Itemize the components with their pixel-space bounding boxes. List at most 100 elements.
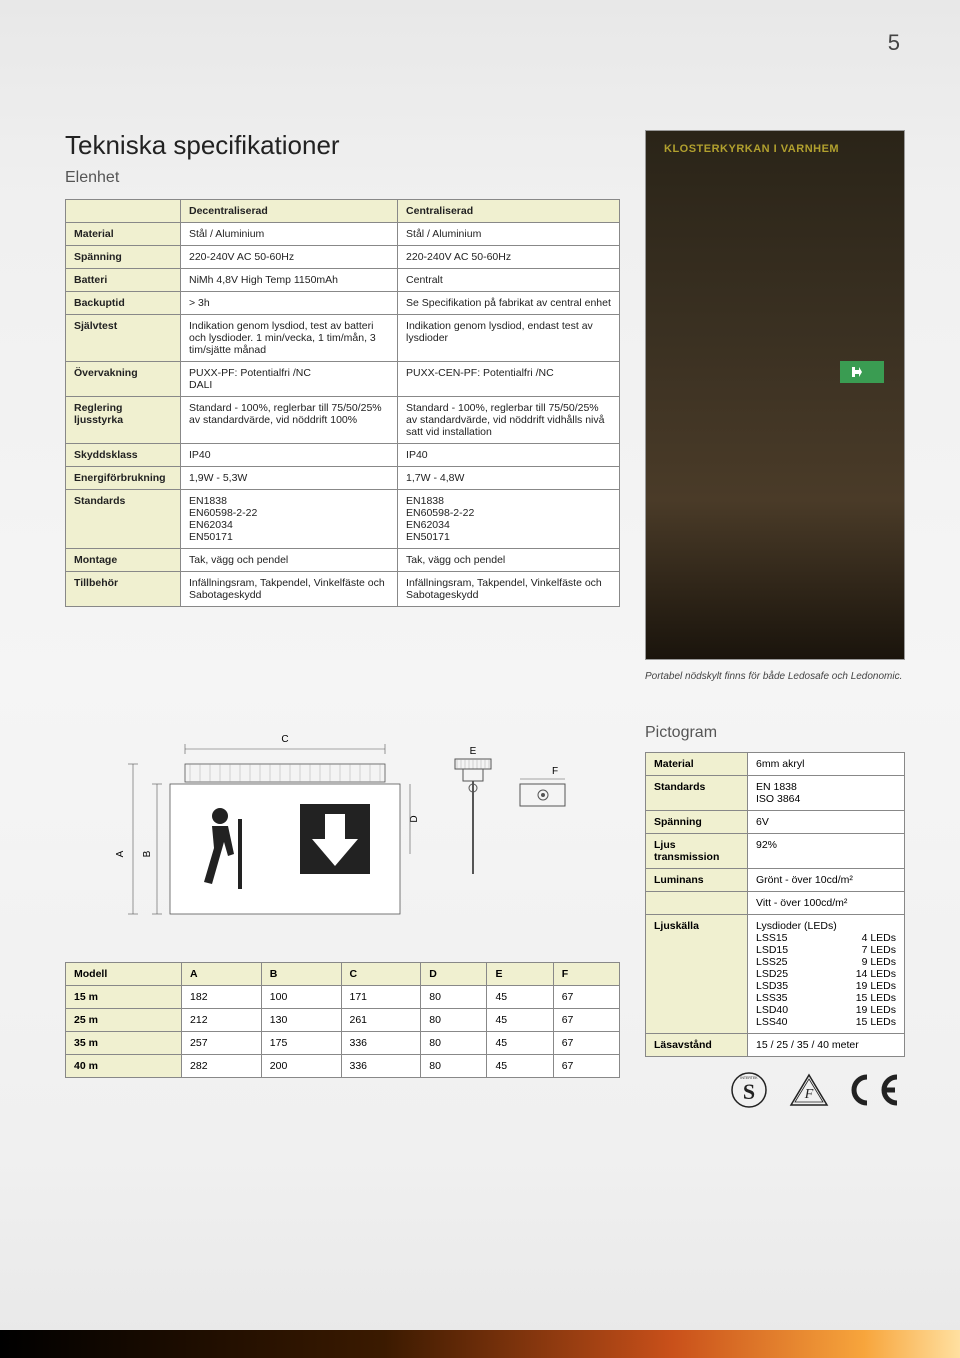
dims-header: F xyxy=(553,963,619,986)
spec-cell: IP40 xyxy=(398,444,620,467)
spec-cell: 1,9W - 5,3W xyxy=(181,467,398,490)
picto-row-label: Läsavstånd xyxy=(646,1034,748,1057)
dim-label-d: D xyxy=(409,815,420,822)
spec-cell: PUXX-CEN-PF: Potentialfri /NC xyxy=(398,362,620,397)
dims-header: Modell xyxy=(66,963,182,986)
picto-row-label: Standards xyxy=(646,776,748,811)
dims-cell: 67 xyxy=(553,986,619,1009)
dims-cell: 45 xyxy=(487,1055,553,1078)
dims-cell: 80 xyxy=(421,1009,487,1032)
spec-table: Decentraliserad Centraliserad MaterialSt… xyxy=(65,199,620,607)
dims-cell: 100 xyxy=(261,986,341,1009)
pictogram-table: Material6mm akrylStandardsEN 1838 ISO 38… xyxy=(645,752,905,1057)
f-triangle-icon: F xyxy=(785,1071,833,1109)
picto-row-label: Material xyxy=(646,753,748,776)
footer-gradient-bar xyxy=(0,1330,960,1358)
spec-cell: Se Specifikation på fabrikat av central … xyxy=(398,292,620,315)
spec-cell: Standard - 100%, reglerbar till 75/50/25… xyxy=(181,397,398,444)
dims-cell: 67 xyxy=(553,1032,619,1055)
dims-cell: 171 xyxy=(341,986,421,1009)
picto-cell: 15 / 25 / 35 / 40 meter xyxy=(748,1034,905,1057)
spec-header-blank xyxy=(66,200,181,223)
dims-cell: 40 m xyxy=(66,1055,182,1078)
photo-caption: Portabel nödskylt finns för både Ledosaf… xyxy=(645,670,905,684)
spec-cell: IP40 xyxy=(181,444,398,467)
spec-row-label: Material xyxy=(66,223,181,246)
picto-row-label: Luminans xyxy=(646,869,748,892)
photo-overlay-text: KLOSTERKYRKAN I VARNHEM xyxy=(664,143,839,155)
dims-cell: 67 xyxy=(553,1009,619,1032)
spec-cell: Infällningsram, Takpendel, Vinkelfäste o… xyxy=(181,572,398,607)
dims-cell: 80 xyxy=(421,1055,487,1078)
spec-row-label: Energiförbrukning xyxy=(66,467,181,490)
picto-cell: 6V xyxy=(748,811,905,834)
svg-text:S: S xyxy=(743,1079,755,1104)
spec-row-label: Standards xyxy=(66,490,181,549)
picto-cell: Grönt - över 10cd/m² xyxy=(748,869,905,892)
dims-cell: 257 xyxy=(182,1032,262,1055)
dims-cell: 336 xyxy=(341,1032,421,1055)
dims-cell: 261 xyxy=(341,1009,421,1032)
spec-row-label: Tillbehör xyxy=(66,572,181,607)
dims-header: C xyxy=(341,963,421,986)
dimensions-table: ModellABCDEF 15 m18210017180456725 m2121… xyxy=(65,962,620,1078)
picto-cell: Vitt - över 100cd/m² xyxy=(748,892,905,915)
dims-header: E xyxy=(487,963,553,986)
spec-row-label: Självtest xyxy=(66,315,181,362)
spec-cell: > 3h xyxy=(181,292,398,315)
spec-row-label: Skyddsklass xyxy=(66,444,181,467)
spec-cell: Infällningsram, Takpendel, Vinkelfäste o… xyxy=(398,572,620,607)
klosterkyrkan-photo: KLOSTERKYRKAN I VARNHEM xyxy=(645,130,905,660)
dims-cell: 25 m xyxy=(66,1009,182,1032)
dim-label-a: A xyxy=(115,850,126,857)
page-number: 5 xyxy=(888,30,900,56)
dims-cell: 282 xyxy=(182,1055,262,1078)
dims-cell: 35 m xyxy=(66,1032,182,1055)
page-title: Tekniska specifikationer xyxy=(65,130,620,161)
spec-row-label: Spänning xyxy=(66,246,181,269)
spec-cell: 220-240V AC 50-60Hz xyxy=(398,246,620,269)
dims-cell: 15 m xyxy=(66,986,182,1009)
dims-cell: 67 xyxy=(553,1055,619,1078)
dims-cell: 175 xyxy=(261,1032,341,1055)
picto-cell: 92% xyxy=(748,834,905,869)
spec-cell: 1,7W - 4,8W xyxy=(398,467,620,490)
exit-sign-icon xyxy=(840,361,884,383)
dims-cell: 80 xyxy=(421,986,487,1009)
spec-row-label: Backuptid xyxy=(66,292,181,315)
dims-cell: 212 xyxy=(182,1009,262,1032)
spec-cell: 220-240V AC 50-60Hz xyxy=(181,246,398,269)
spec-cell: Indikation genom lysdiod, endast test av… xyxy=(398,315,620,362)
spec-cell: Stål / Aluminium xyxy=(181,223,398,246)
picto-cell: EN 1838 ISO 3864 xyxy=(748,776,905,811)
pictogram-title: Pictogram xyxy=(645,724,905,742)
dimension-diagram: C xyxy=(65,724,620,944)
certification-row: INTERTEK S F xyxy=(645,1071,905,1109)
picto-row-label: Ljuskälla xyxy=(646,915,748,1034)
picto-row-label: Ljus transmission xyxy=(646,834,748,869)
spec-cell: Tak, vägg och pendel xyxy=(398,549,620,572)
spec-cell: EN1838 EN60598-2-22 EN62034 EN50171 xyxy=(181,490,398,549)
dims-cell: 182 xyxy=(182,986,262,1009)
dims-cell: 200 xyxy=(261,1055,341,1078)
spec-col2: Centraliserad xyxy=(398,200,620,223)
spec-row-label: Montage xyxy=(66,549,181,572)
dim-label-f: F xyxy=(552,766,558,777)
intertek-s-icon: INTERTEK S xyxy=(725,1071,773,1109)
spec-row-label: Reglering ljusstyrka xyxy=(66,397,181,444)
dims-cell: 45 xyxy=(487,986,553,1009)
svg-text:F: F xyxy=(804,1087,814,1102)
dims-header: B xyxy=(261,963,341,986)
spec-cell: Standard - 100%, reglerbar till 75/50/25… xyxy=(398,397,620,444)
section-subtitle: Elenhet xyxy=(65,169,620,187)
spec-cell: Indikation genom lysdiod, test av batter… xyxy=(181,315,398,362)
spec-cell: Centralt xyxy=(398,269,620,292)
dims-cell: 45 xyxy=(487,1009,553,1032)
spec-cell: Tak, vägg och pendel xyxy=(181,549,398,572)
spec-cell: NiMh 4,8V High Temp 1150mAh xyxy=(181,269,398,292)
dim-label-e: E xyxy=(470,746,477,757)
dim-label-b: B xyxy=(142,850,153,857)
ce-mark-icon xyxy=(845,1071,905,1109)
dims-header: D xyxy=(421,963,487,986)
spec-row-label: Övervakning xyxy=(66,362,181,397)
